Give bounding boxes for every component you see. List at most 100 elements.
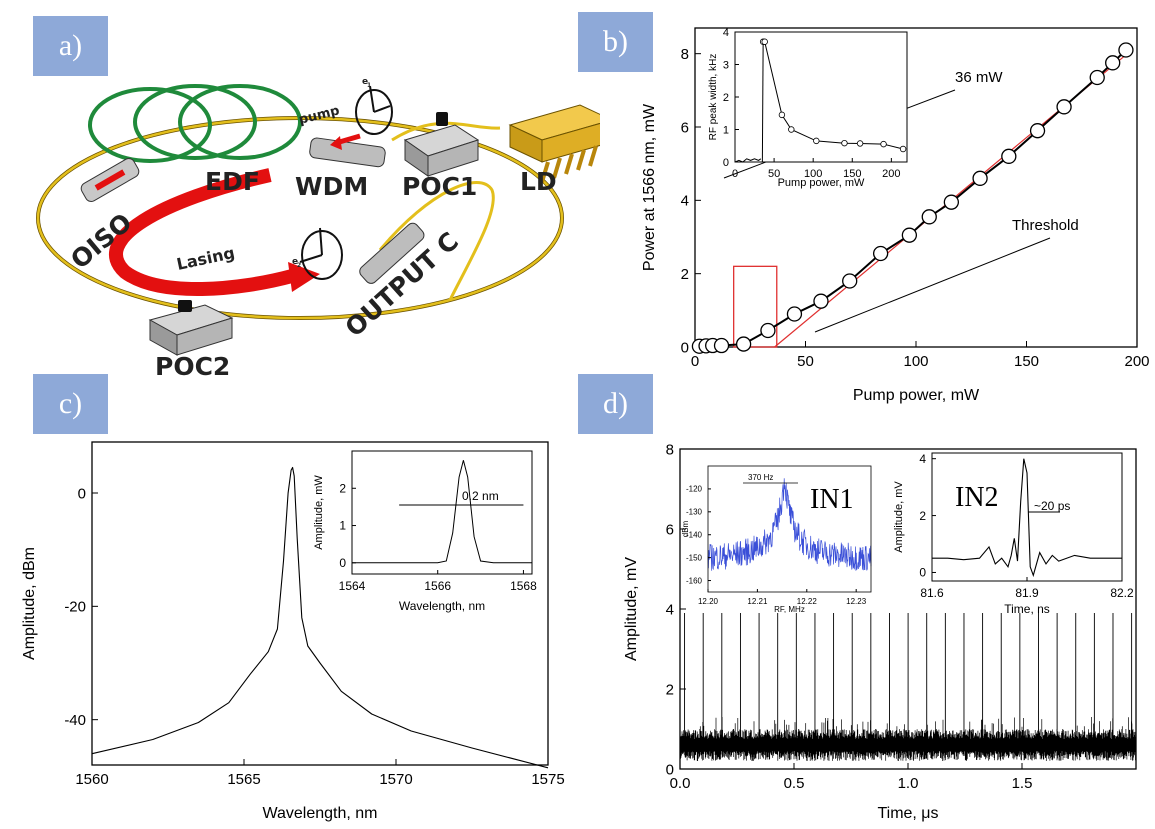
chart-d-inset2-ylabel: Amplitude, mV (893, 481, 905, 553)
polarization-circle-pump (355, 85, 393, 135)
panel-tag-b: b) (578, 12, 653, 72)
label-e2: e (292, 257, 298, 267)
chart-d-inset1-xtick-label: 12.21 (747, 597, 768, 606)
panel-tag-c: c) (33, 374, 108, 434)
chart-b-inset-point (778, 111, 786, 119)
chart-c-xlabel: Wavelength, nm (262, 805, 377, 822)
chart-b-inset-point (880, 140, 887, 148)
chart-d-inset1-ytick-label: -160 (686, 576, 703, 585)
label-wdm: WDM (295, 172, 368, 201)
chart-d-inset2-xlabel: Time, ns (1004, 602, 1050, 616)
chart-d-inset1-xtick-label: 12.22 (797, 597, 818, 606)
label-e1: e (362, 77, 368, 87)
chart-c-series-line (91, 466, 549, 769)
chart-c-inset-ytick-label: 1 (339, 519, 346, 533)
chart-c-xtick-label: 1565 (227, 771, 260, 788)
chart-d-inset2-ytick-label: 0 (919, 566, 926, 580)
chart-b-inset-point (856, 140, 864, 147)
ld-component (508, 104, 600, 183)
chart-d-xtick-label: 1.5 (1012, 775, 1033, 792)
chart-d-ytick-label: 8 (666, 441, 674, 458)
chart-d-inset1-ytick-label: -150 (686, 553, 703, 562)
chart-c-inset-xtick-label: 1568 (510, 579, 537, 593)
chart-b-point (842, 273, 858, 289)
chart-d-ytick-label: 4 (666, 601, 674, 618)
chart-c-ytick-label: -40 (64, 712, 86, 729)
chart-b-point (872, 245, 889, 262)
chart-c-xtick-label: 1570 (379, 771, 412, 788)
output-coupler-component (359, 222, 425, 284)
chart-b-inset-point (841, 139, 848, 147)
chart-b-ylabel: Power at 1566 nm, mW (641, 103, 658, 271)
chart-b-annotation-threshold-pointer (814, 237, 1051, 333)
label-poc1: POC1 (402, 172, 477, 201)
chart-b-ytick-label: 4 (681, 193, 689, 210)
chart-b-point (921, 209, 937, 225)
chart-c-xtick-label: 1560 (75, 771, 108, 788)
chart-b-inset-ytick-label: 4 (723, 27, 729, 39)
label-poc2: POC2 (155, 352, 230, 380)
chart-d-ytick-label: 6 (666, 521, 674, 538)
chart-c-ylabel: Amplitude, dBm (21, 547, 38, 660)
chart-d-xtick-label: 0.0 (670, 775, 691, 792)
label-e1-subscript: 1 (367, 82, 371, 89)
chart-d-inset1-title: IN1 (810, 484, 854, 515)
chart-c-frame (91, 441, 549, 766)
chart-b-ytick-label: 6 (681, 119, 689, 136)
chart-b-point (786, 306, 803, 322)
chart-b-point (1118, 42, 1134, 58)
chart-c-inset-line (352, 460, 532, 564)
chart-b-point (901, 227, 918, 243)
fiber-output-tail (378, 181, 495, 301)
oiso-component (80, 158, 140, 202)
label-edf: EDF (205, 167, 260, 196)
label-ld: LD (520, 167, 557, 196)
chart-d-inset1-trace (707, 478, 872, 571)
chart-b-inset-ytick-label: 0 (723, 157, 729, 169)
chart-b-inset-xtick-label: 150 (843, 168, 861, 180)
chart-b-inset-point (761, 38, 768, 45)
chart-d-inset1-bg (708, 466, 871, 592)
chart-c-inset-ytick-label: 0 (339, 556, 346, 570)
chart-b-inset-xtick-label: 0 (732, 168, 738, 180)
chart-c-inset-xlabel: Wavelength, nm (399, 599, 485, 613)
fiber-wdm-poc1 (391, 121, 501, 142)
chart-b-point (1029, 123, 1046, 139)
chart-b-inset-xtick-label: 200 (882, 168, 900, 180)
chart-b-inset-xtick-label: 50 (768, 168, 780, 180)
chart-d-xtick-label: 1.0 (898, 775, 919, 792)
chart-b-inset-ytick-label: 2 (723, 92, 729, 104)
chart-d-ytick-label: 2 (666, 681, 674, 698)
chart-b-point (1105, 55, 1121, 71)
chart-b-annotation-threshold: Threshold (1012, 217, 1079, 234)
chart-d-inset2-xtick-label: 81.9 (1015, 586, 1039, 600)
chart-b-zoom-box (733, 265, 778, 348)
chart-b-xtick-label: 100 (903, 353, 928, 370)
wdm-component (309, 137, 386, 168)
chart-b-inset-below-line (734, 158, 762, 163)
chart-d-inset1-xtick-label: 12.23 (846, 597, 867, 606)
polarization-circle-lasing (299, 227, 343, 280)
chart-b-inset-ytick-label: 3 (723, 59, 729, 71)
chart-d-ytick-label: 0 (666, 761, 674, 778)
chart-c-inset-xtick-label: 1566 (424, 579, 451, 593)
chart-b-inset-ytick-label: 1 (723, 124, 729, 136)
lasing-arrow (109, 168, 294, 296)
chart-d-inset1-ylabel: dBm (681, 520, 690, 537)
chart-c-inset-frame (351, 450, 533, 575)
chart-d-inset2-title: IN2 (955, 482, 999, 513)
chart-d-inset1-xlabel: RF, MHz (774, 605, 805, 614)
chart-c-xtick-label: 1575 (531, 771, 564, 788)
chart-c-inset-ylabel: Amplitude, mW (313, 475, 325, 550)
chart-d-inset2-ytick-label: 4 (919, 452, 926, 466)
chart-d-inset1-ytick-label: -130 (686, 508, 703, 517)
chart-b-point (943, 194, 960, 210)
chart-b-point (813, 293, 829, 309)
fiber-laser-schematic: EDF WDM POC1 LD OISO Lasing OUTPUT C POC… (36, 77, 600, 380)
chart-b-point (713, 337, 730, 354)
chart-b-xtick-label: 150 (1014, 353, 1039, 370)
chart-b-ytick-label: 8 (681, 46, 689, 63)
chart-b-point (760, 322, 776, 339)
